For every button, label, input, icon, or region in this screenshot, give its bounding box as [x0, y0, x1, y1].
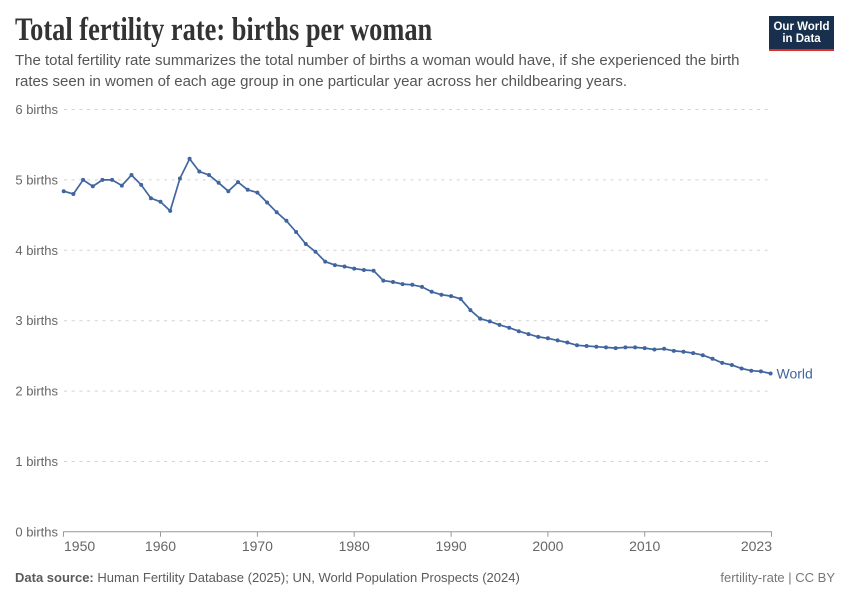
svg-text:1 births: 1 births: [15, 454, 58, 469]
svg-text:2023: 2023: [741, 538, 772, 554]
svg-text:3 births: 3 births: [15, 313, 58, 328]
svg-text:1990: 1990: [436, 538, 467, 554]
svg-text:2000: 2000: [532, 538, 563, 554]
svg-text:2010: 2010: [629, 538, 660, 554]
svg-text:World: World: [777, 366, 813, 382]
svg-text:6 births: 6 births: [15, 102, 58, 117]
svg-text:5 births: 5 births: [15, 172, 58, 187]
svg-text:1980: 1980: [339, 538, 370, 554]
svg-text:2 births: 2 births: [15, 384, 58, 399]
svg-text:1960: 1960: [145, 538, 176, 554]
svg-text:1970: 1970: [242, 538, 273, 554]
svg-text:0 births: 0 births: [15, 524, 58, 539]
svg-text:1950: 1950: [64, 538, 95, 554]
svg-text:4 births: 4 births: [15, 243, 58, 258]
